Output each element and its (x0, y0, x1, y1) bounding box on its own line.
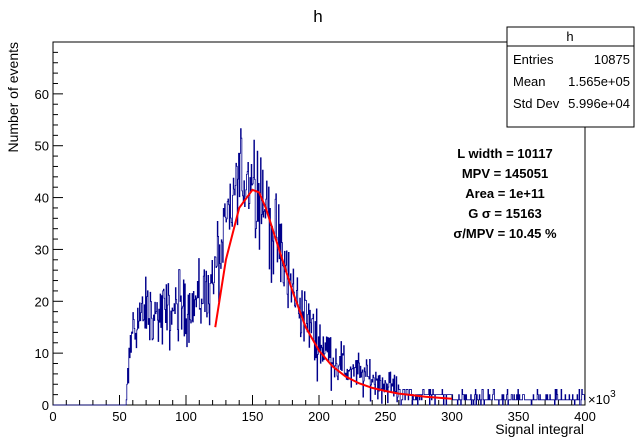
stats-mean-value: 1.565e+05 (568, 74, 630, 89)
y-tick-label: 40 (35, 191, 49, 206)
x-axis-ticks: 0 50 100 150 200 250 300 350 400 (49, 395, 596, 424)
x-tick-label: 50 (112, 409, 126, 424)
y-axis-ticks: 0 10 20 30 40 50 60 (35, 51, 63, 413)
x-multiplier: ×103 (588, 389, 616, 407)
annotation-area: Area = 1e+11 (465, 186, 545, 201)
y-tick-label: 30 (35, 242, 49, 257)
stats-stddev-label: Std Dev (513, 96, 560, 111)
x-multiplier-exponent: 3 (610, 389, 616, 400)
stats-stddev-value: 5.996e+04 (568, 96, 630, 111)
y-tick-label: 0 (42, 398, 49, 413)
annotation-lwidth: L width = 10117 (457, 146, 553, 161)
x-tick-label: 250 (375, 409, 397, 424)
stats-title: h (566, 29, 573, 44)
x-tick-label: 350 (508, 409, 530, 424)
stats-mean-label: Mean (513, 74, 546, 89)
stats-box: h Entries 10875 Mean 1.565e+05 Std Dev 5… (506, 26, 635, 128)
y-tick-label: 10 (35, 346, 49, 361)
y-axis-label: Number of events (5, 42, 21, 153)
x-tick-label: 100 (175, 409, 197, 424)
x-tick-label: 0 (49, 409, 56, 424)
y-tick-label: 60 (35, 87, 49, 102)
annotation-gsigma: G σ = 15163 (468, 206, 542, 221)
x-tick-label: 300 (441, 409, 463, 424)
fit-curve (214, 188, 453, 400)
stats-entries-label: Entries (513, 52, 554, 67)
stats-entries-value: 10875 (594, 52, 630, 67)
x-tick-label: 200 (308, 409, 330, 424)
annotation-sigma-mpv: σ/MPV = 10.45 % (453, 226, 557, 241)
fit-annotations: L width = 10117 MPV = 145051 Area = 1e+1… (453, 146, 557, 241)
annotation-mpv: MPV = 145051 (462, 166, 548, 181)
x-tick-label: 400 (574, 409, 596, 424)
y-tick-label: 20 (35, 294, 49, 309)
chart-title: h (313, 7, 322, 26)
x-axis-label: Signal integral (495, 421, 584, 437)
x-tick-label: 150 (242, 409, 264, 424)
y-tick-label: 50 (35, 139, 49, 154)
